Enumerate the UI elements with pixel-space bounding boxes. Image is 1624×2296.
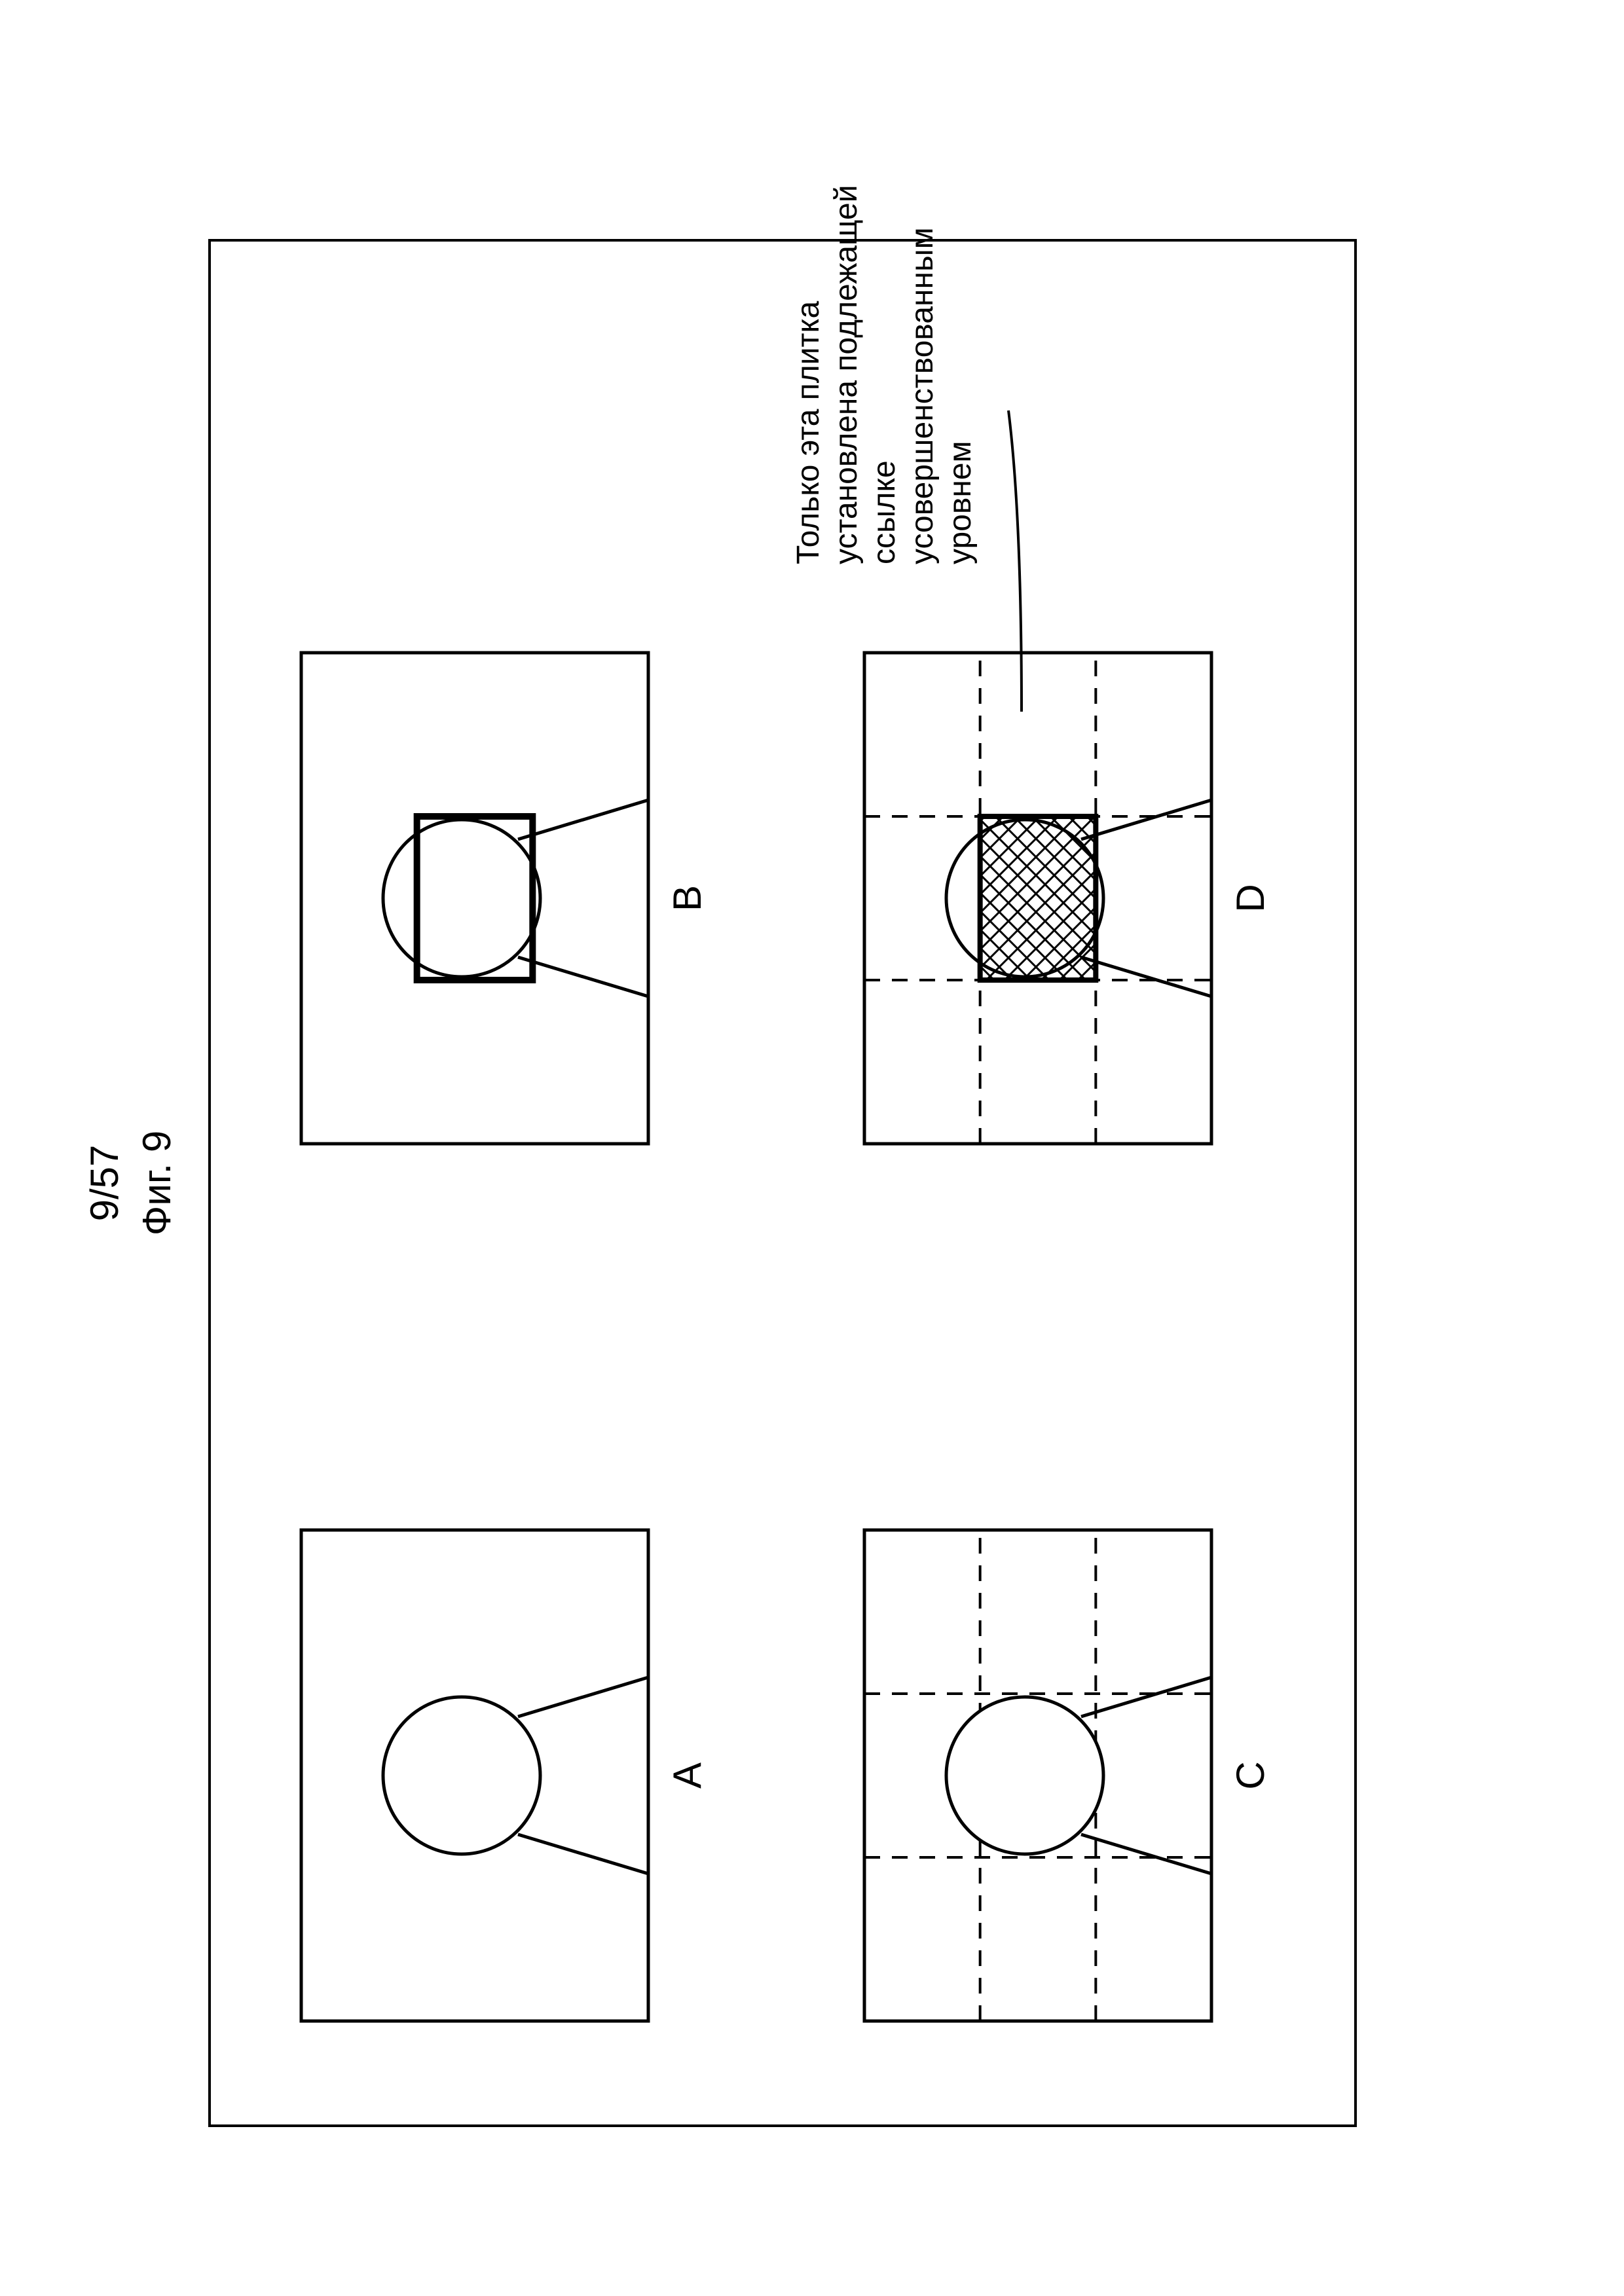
callout-line: уровнем (943, 441, 978, 564)
page-number: 9/57 (83, 1145, 126, 1222)
callout-line: усовершенствованным (905, 227, 940, 564)
panel-label: B (665, 885, 709, 911)
shoulder-line (1081, 957, 1211, 996)
panel-C: C (864, 1530, 1272, 2021)
shoulder-line (518, 957, 648, 996)
panel-label: A (665, 1762, 709, 1789)
callout-line: установлена подлежащей (829, 185, 864, 564)
panel-label: D (1228, 884, 1272, 912)
head-circle (383, 820, 540, 977)
panel-D: D (864, 653, 1272, 1144)
figure-label: Фиг. 9 (135, 1131, 179, 1235)
panel-label: C (1228, 1761, 1272, 1789)
callout-line: ссылке (867, 460, 902, 564)
callout-leader (1008, 410, 1022, 712)
shoulder-line (1081, 1834, 1211, 1874)
head-circle (383, 1697, 540, 1854)
head-circle (946, 1697, 1103, 1854)
figure-svg: 9/57 Фиг. 9 A B C D Только эта плиткаустано… (0, 0, 1624, 2296)
shoulder-line (518, 800, 648, 839)
rotated-stage: 9/57 Фиг. 9 A B C D Только эта плиткаустано… (0, 0, 1624, 2296)
page: 9/57 Фиг. 9 A B C D Только эта плиткаустано… (0, 0, 1624, 2296)
callout-line: Только эта плитка (791, 301, 826, 564)
shoulder-line (1081, 800, 1211, 839)
panel-A: A (301, 1530, 709, 2021)
shoulder-line (518, 1834, 648, 1874)
panel-B: B (301, 653, 709, 1144)
panels-group: A B C D (301, 653, 1272, 2021)
outer-border (210, 240, 1356, 2126)
callout-text: Только эта плиткаустановлена подлежащейс… (791, 185, 978, 564)
shoulder-line (518, 1677, 648, 1717)
shoulder-line (1081, 1677, 1211, 1717)
